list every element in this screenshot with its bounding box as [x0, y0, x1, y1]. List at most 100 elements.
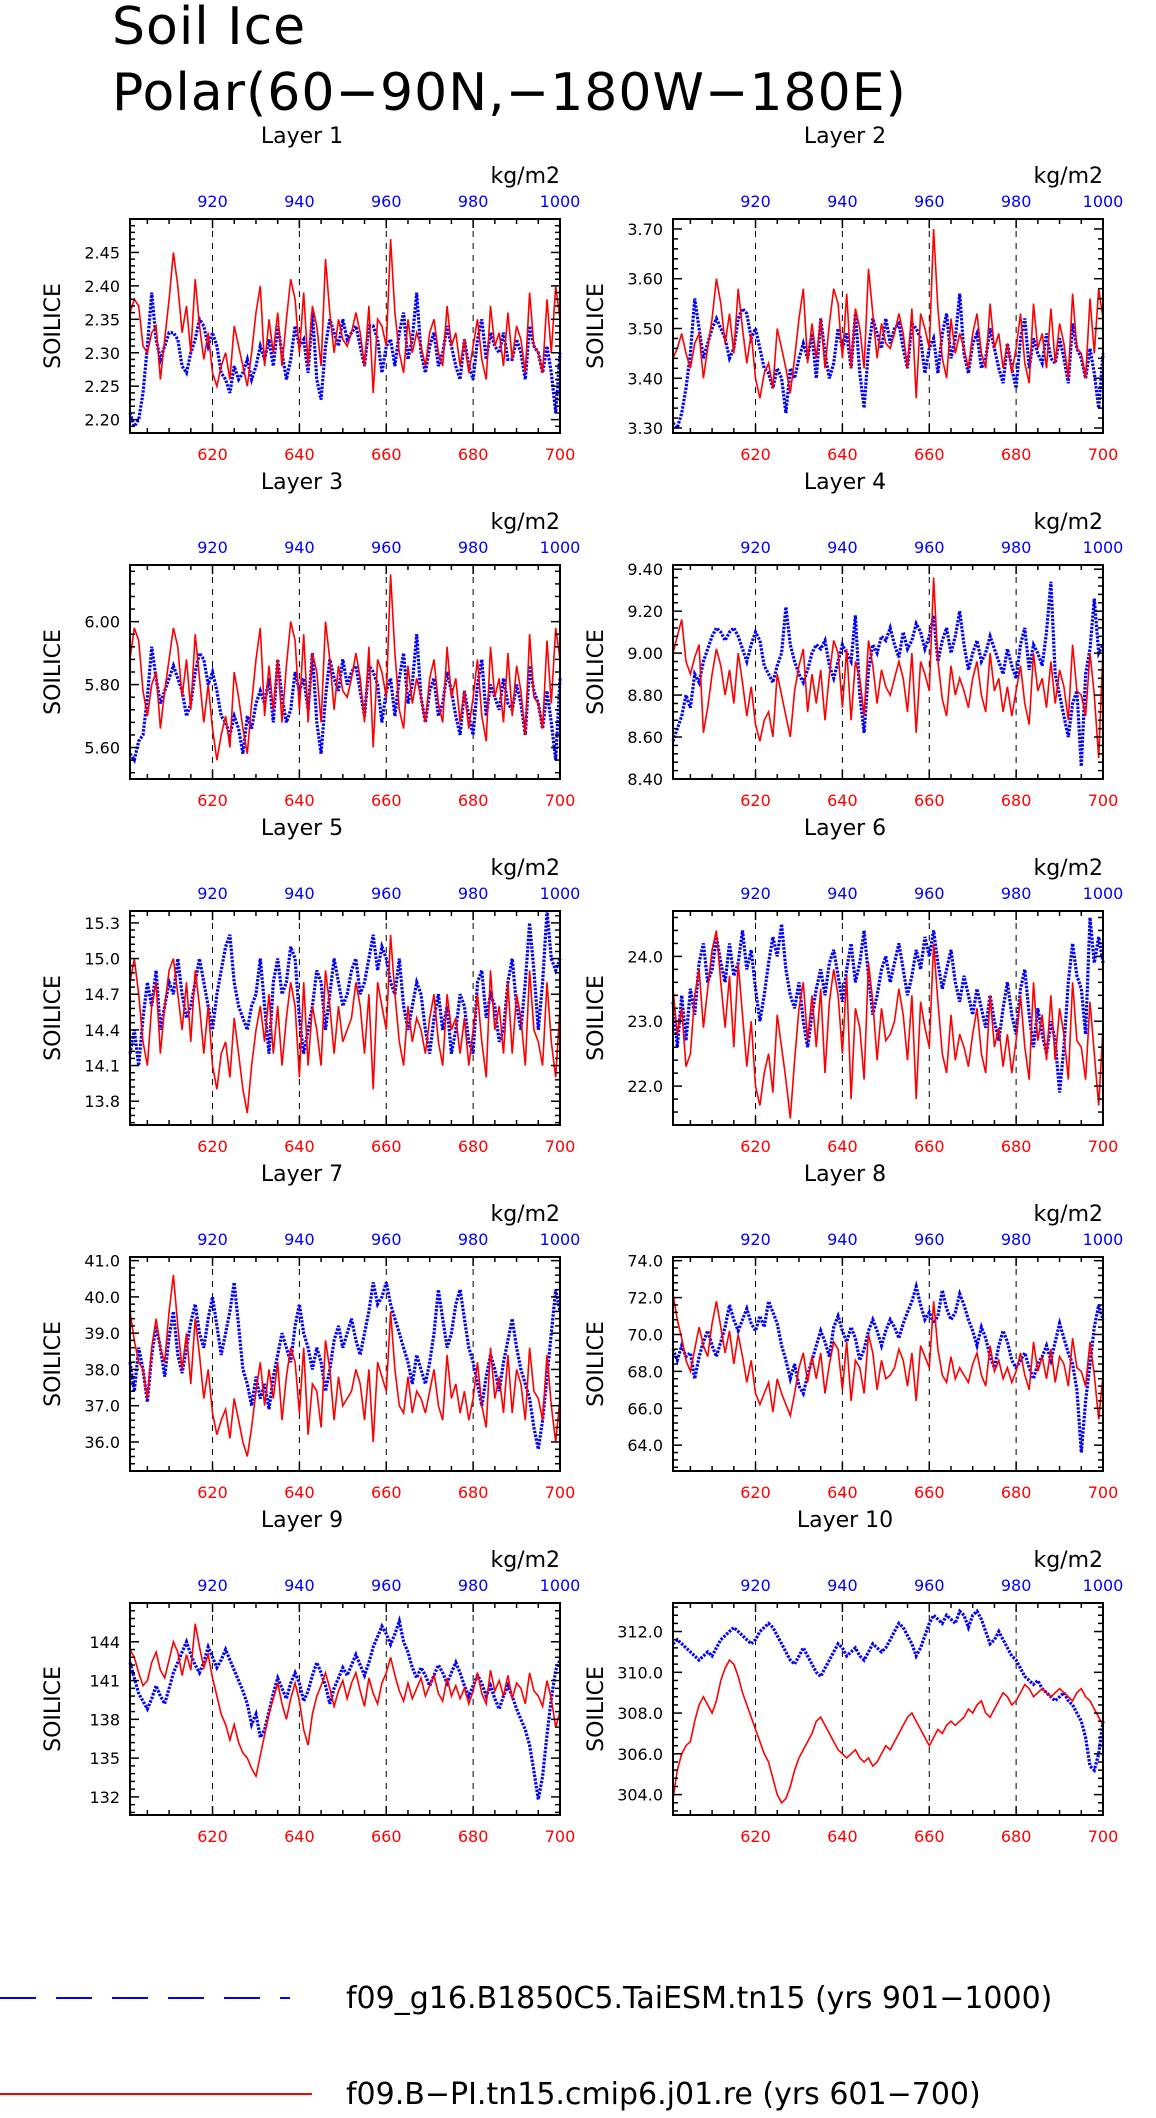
y-tick-label: 2.45	[84, 243, 120, 262]
panel-title: Layer 3	[261, 470, 343, 495]
y-tick-label: 24.0	[627, 947, 663, 966]
x-tick-label-bottom: 620	[740, 445, 771, 464]
plot-frame	[672, 218, 1104, 434]
series-line-taiesm	[671, 1608, 1105, 1774]
x-tick-label-bottom: 700	[545, 1483, 576, 1502]
plot-frame	[672, 564, 1104, 780]
y-tick-label: 14.1	[84, 1057, 120, 1076]
y-tick-label: 37.0	[84, 1397, 120, 1416]
y-axis-label: SOILICE	[584, 629, 609, 715]
y-tick-label: 5.60	[84, 739, 120, 758]
y-tick-label: 14.7	[84, 985, 120, 1004]
plot-frame	[129, 1256, 561, 1472]
x-tick-label-top: 960	[371, 538, 402, 557]
x-tick-label-bottom: 700	[1088, 1137, 1119, 1156]
y-tick-label: 36.0	[84, 1433, 120, 1452]
x-tick-label-bottom: 640	[827, 1827, 858, 1846]
figure-title-line1: Soil Ice	[112, 0, 306, 57]
panel-layer-6: Layer 6 kg/m2 620 640 660 680 700 920 940 960 980 1…	[584, 816, 1123, 1156]
panel-title: Layer 10	[797, 1508, 893, 1533]
x-tick-label-bottom: 680	[458, 1137, 489, 1156]
panel-grid: Layer 1 kg/m2 620 640 660 680 700 920 940 960 980 1…	[41, 124, 1123, 1846]
series-line-cmip6	[672, 930, 1104, 1119]
series-line-cmip6	[129, 934, 561, 1114]
x-tick-label-bottom: 680	[458, 1827, 489, 1846]
x-tick-label-top: 940	[284, 1576, 315, 1595]
x-tick-label-bottom: 640	[284, 445, 315, 464]
x-tick-label-top: 940	[284, 1230, 315, 1249]
y-tick-label: 38.0	[84, 1360, 120, 1379]
plot-frame	[129, 910, 561, 1126]
x-tick-label-bottom: 700	[545, 1827, 576, 1846]
x-tick-label-bottom: 680	[458, 791, 489, 810]
x-tick-label-bottom: 700	[545, 791, 576, 810]
x-tick-label-bottom: 680	[458, 1483, 489, 1502]
x-tick-label-top: 1000	[540, 884, 581, 903]
panel-layer-9: Layer 9 kg/m2 620 640 660 680 700 920 940 960 980 1…	[41, 1508, 580, 1846]
x-tick-label-top: 980	[458, 192, 489, 211]
x-tick-label-bottom: 620	[740, 1827, 771, 1846]
y-tick-label: 308.0	[617, 1704, 663, 1723]
y-tick-label: 40.0	[84, 1288, 120, 1307]
y-tick-label: 144	[89, 1633, 120, 1652]
y-tick-label: 310.0	[617, 1663, 663, 1682]
x-tick-label-top: 960	[371, 884, 402, 903]
x-tick-label-bottom: 640	[284, 1483, 315, 1502]
y-axis-label: SOILICE	[584, 283, 609, 369]
units-label: kg/m2	[1033, 510, 1103, 535]
panel-layer-10: Layer 10 kg/m2 620 640 660 680 700 920 940 960 980…	[584, 1508, 1123, 1846]
x-tick-label-bottom: 660	[914, 791, 945, 810]
series-line-taiesm	[671, 917, 1105, 1093]
x-tick-label-top: 920	[197, 884, 228, 903]
x-tick-label-bottom: 660	[371, 1483, 402, 1502]
y-tick-label: 2.35	[84, 310, 120, 329]
x-tick-label-top: 960	[914, 1230, 945, 1249]
x-tick-label-top: 980	[458, 884, 489, 903]
y-tick-label: 41.0	[84, 1252, 120, 1271]
panel-title: Layer 2	[804, 124, 886, 149]
x-tick-label-bottom: 700	[1088, 791, 1119, 810]
y-axis-label: SOILICE	[41, 1666, 66, 1752]
y-axis-label: SOILICE	[584, 1321, 609, 1407]
x-tick-label-top: 940	[827, 538, 858, 557]
x-tick-label-top: 940	[284, 884, 315, 903]
x-tick-label-bottom: 640	[827, 791, 858, 810]
x-tick-label-top: 940	[827, 1230, 858, 1249]
panel-title: Layer 4	[804, 470, 886, 495]
x-tick-label-top: 940	[284, 192, 315, 211]
series-line-taiesm	[128, 1281, 562, 1450]
legend-label-cmip6: f09.B−PI.tn15.cmip6.j01.re (yrs 601−700)	[346, 2077, 981, 2112]
panel-layer-4: Layer 4 kg/m2 620 640 660 680 700 920 940 960 980 1…	[584, 470, 1123, 810]
plot-frame	[129, 1602, 561, 1816]
units-label: kg/m2	[490, 510, 560, 535]
x-tick-label-top: 980	[458, 1576, 489, 1595]
x-tick-label-bottom: 640	[827, 445, 858, 464]
y-tick-label: 8.80	[627, 686, 663, 705]
x-tick-label-bottom: 620	[197, 1827, 228, 1846]
x-tick-label-bottom: 700	[1088, 445, 1119, 464]
y-tick-label: 2.40	[84, 277, 120, 296]
y-tick-label: 141	[89, 1672, 120, 1691]
panel-layer-7: Layer 7 kg/m2 620 640 660 680 700 920 940 960 980 1…	[41, 1162, 580, 1502]
y-tick-label: 9.20	[627, 602, 663, 621]
y-tick-label: 64.0	[627, 1436, 663, 1455]
x-tick-label-top: 920	[197, 538, 228, 557]
y-tick-label: 138	[89, 1710, 120, 1729]
units-label: kg/m2	[490, 856, 560, 881]
x-tick-label-top: 980	[458, 1230, 489, 1249]
panel-title: Layer 8	[804, 1162, 886, 1187]
x-tick-label-bottom: 700	[1088, 1827, 1119, 1846]
x-tick-label-top: 1000	[1083, 1576, 1124, 1595]
x-tick-label-bottom: 620	[740, 1483, 771, 1502]
x-tick-label-bottom: 620	[197, 1483, 228, 1502]
x-tick-label-top: 960	[914, 884, 945, 903]
y-tick-label: 22.0	[627, 1077, 663, 1096]
x-tick-label-bottom: 680	[458, 445, 489, 464]
series-line-cmip6	[672, 228, 1104, 399]
x-tick-label-bottom: 680	[1001, 445, 1032, 464]
y-tick-label: 15.0	[84, 950, 120, 969]
y-tick-label: 15.3	[84, 914, 120, 933]
x-tick-label-bottom: 620	[197, 1137, 228, 1156]
x-tick-label-bottom: 620	[740, 791, 771, 810]
units-label: kg/m2	[1033, 856, 1103, 881]
